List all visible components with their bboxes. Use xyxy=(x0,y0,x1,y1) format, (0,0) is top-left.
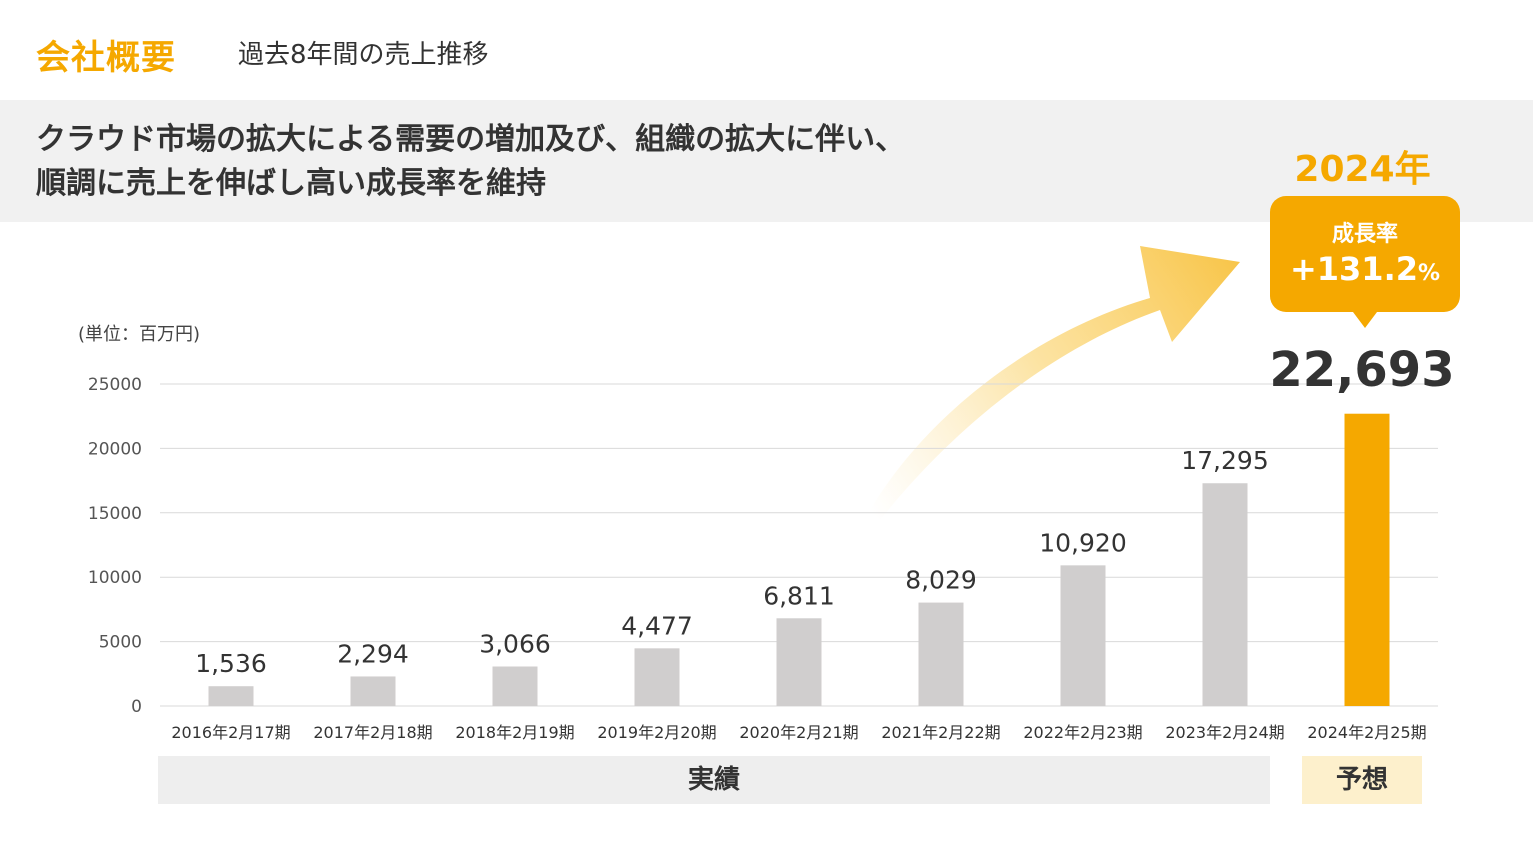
data-label: 2,294 xyxy=(337,639,409,668)
bar xyxy=(1202,483,1248,706)
bar xyxy=(776,618,822,706)
x-tick-label: 2024年2月25期 xyxy=(1307,723,1426,742)
bar xyxy=(350,676,396,706)
forecast-value-label: 22,693 xyxy=(1269,342,1455,398)
bar xyxy=(918,602,964,706)
y-tick-label: 25000 xyxy=(88,375,142,395)
growth-rate-label: 成長率 xyxy=(1331,222,1398,247)
forecast-bar xyxy=(1344,413,1390,706)
headline-line-1: クラウド市場の拡大による需要の増加及び、組織の拡大に伴い、 xyxy=(36,122,906,157)
section-subtitle: 過去8年間の売上推移 xyxy=(238,40,489,70)
y-tick-label: 5000 xyxy=(99,633,142,653)
data-label: 6,811 xyxy=(763,581,835,610)
y-tick-label: 20000 xyxy=(88,439,142,459)
data-label: 1,536 xyxy=(195,649,267,678)
forecast-band: 予想 xyxy=(1302,756,1422,804)
bar xyxy=(492,666,538,706)
x-tick-label: 2016年2月17期 xyxy=(171,723,290,742)
y-tick-label: 15000 xyxy=(88,504,142,524)
data-label: 10,920 xyxy=(1039,528,1126,557)
header: 会社概要 過去8年間の売上推移 xyxy=(0,0,1533,100)
headline-line-2: 順調に売上を伸ばし高い成長率を維持 xyxy=(36,166,546,201)
growth-rate-unit: % xyxy=(1417,261,1441,286)
x-tick-label: 2021年2月22期 xyxy=(881,723,1000,742)
growth-arrow-icon xyxy=(870,246,1240,520)
data-label: 3,066 xyxy=(479,630,551,659)
bar xyxy=(1060,565,1106,706)
data-label: 4,477 xyxy=(621,611,693,640)
data-label: 17,295 xyxy=(1181,446,1268,475)
y-tick-label: 0 xyxy=(131,697,142,717)
y-tick-label: 10000 xyxy=(88,568,142,588)
data-label: 8,029 xyxy=(905,566,977,595)
x-tick-label: 2018年2月19期 xyxy=(455,723,574,742)
x-tick-label: 2020年2月21期 xyxy=(739,723,858,742)
x-tick-label: 2017年2月18期 xyxy=(313,723,432,742)
bar xyxy=(634,648,680,706)
growth-rate-callout: 成長率 +131.2% xyxy=(1270,196,1460,328)
headline: クラウド市場の拡大による需要の増加及び、組織の拡大に伴い、 順調に売上を伸ばし高… xyxy=(36,118,905,206)
x-tick-label: 2022年2月23期 xyxy=(1023,723,1142,742)
unit-label: (単位：百万円) xyxy=(78,324,201,345)
growth-rate-value: +131.2% xyxy=(1270,250,1460,288)
x-tick-label: 2019年2月20期 xyxy=(597,723,716,742)
actual-band: 実績 xyxy=(158,756,1270,804)
x-tick-label: 2023年2月24期 xyxy=(1165,723,1284,742)
forecast-year-label: 2024年 xyxy=(1294,149,1431,190)
bar xyxy=(208,686,254,706)
section-title: 会社概要 xyxy=(36,38,176,78)
growth-rate-number: +131.2 xyxy=(1289,250,1418,288)
